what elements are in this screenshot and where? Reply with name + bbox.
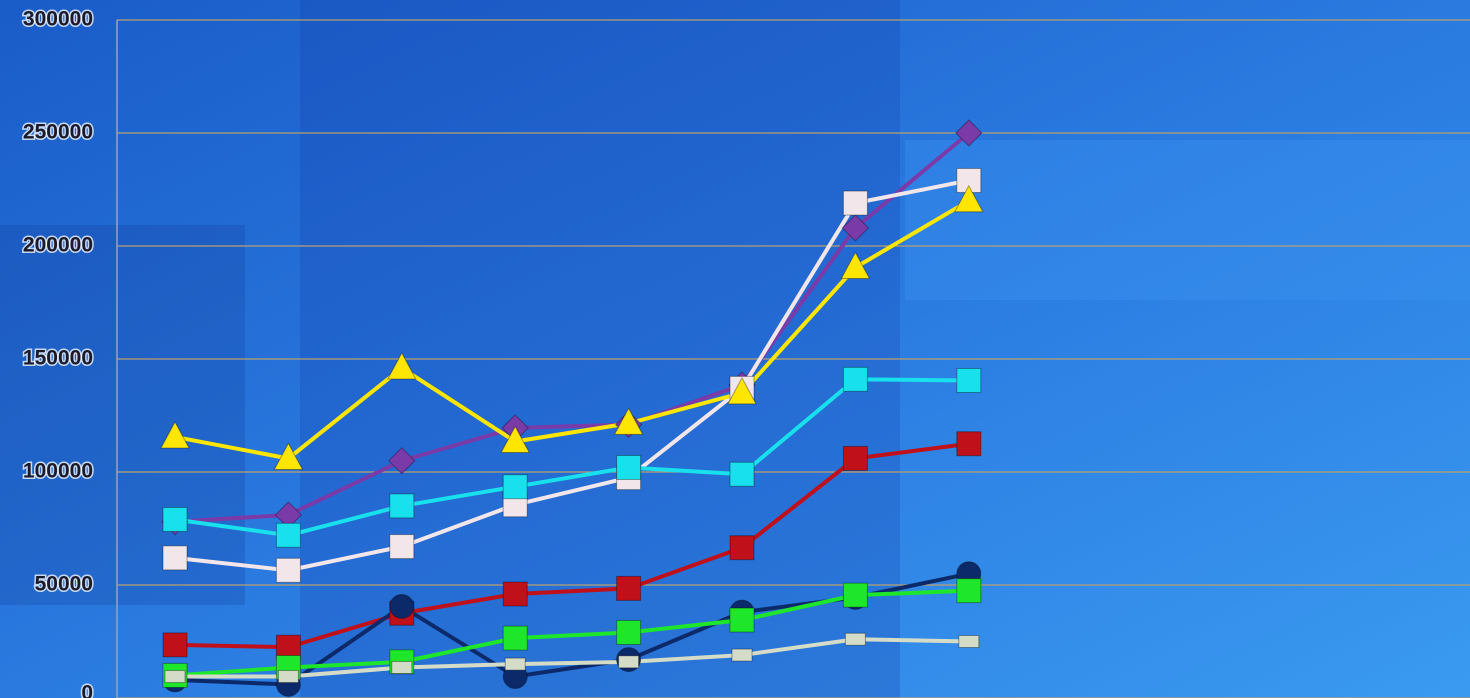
background-panel — [0, 225, 245, 605]
marker — [389, 593, 415, 619]
background-panel — [300, 0, 900, 698]
marker — [842, 582, 868, 608]
marker — [956, 431, 982, 457]
series-line — [174, 588, 969, 678]
marker — [840, 251, 871, 279]
marker — [729, 535, 755, 561]
marker — [616, 454, 642, 480]
marker — [502, 625, 528, 651]
y-tick-label: 100000 — [23, 460, 93, 483]
marker — [618, 655, 640, 669]
marker — [160, 420, 190, 449]
marker — [386, 351, 417, 380]
marker — [953, 184, 984, 213]
marker — [275, 634, 301, 660]
marker — [277, 670, 299, 684]
y-tick-label: 50000 — [35, 573, 93, 596]
y-tick-label: 200000 — [23, 234, 93, 257]
marker — [956, 367, 982, 393]
marker — [504, 657, 526, 671]
y-tick-label: 300000 — [23, 8, 93, 31]
y-tick-label: 250000 — [23, 121, 93, 144]
series-line — [174, 377, 969, 538]
marker — [164, 670, 186, 684]
marker — [844, 632, 866, 646]
marker — [613, 407, 644, 435]
marker — [388, 446, 416, 475]
marker — [162, 545, 188, 571]
background-panel — [905, 140, 1470, 300]
marker — [275, 557, 301, 583]
marker — [727, 376, 757, 405]
marker — [162, 632, 188, 658]
marker — [729, 607, 755, 633]
marker — [391, 660, 413, 674]
marker — [500, 425, 531, 453]
marker — [275, 522, 301, 548]
marker — [956, 578, 982, 604]
marker — [842, 366, 868, 392]
marker — [502, 474, 528, 500]
marker — [616, 575, 642, 601]
marker — [842, 445, 868, 471]
marker — [502, 581, 528, 607]
y-tick-label: 150000 — [23, 347, 93, 370]
marker — [729, 461, 755, 487]
y-tick-label: 0 — [81, 682, 93, 698]
marker — [273, 442, 304, 470]
marker — [389, 534, 415, 560]
marker — [842, 190, 868, 216]
marker — [731, 648, 753, 662]
marker — [958, 635, 980, 648]
marker — [162, 506, 188, 532]
marker — [955, 119, 983, 147]
series-line — [175, 637, 969, 679]
marker — [616, 619, 642, 645]
series-line — [174, 441, 970, 650]
series-line — [174, 199, 970, 461]
series-line — [174, 178, 970, 573]
series-line — [174, 131, 971, 524]
marker — [389, 493, 415, 519]
marker — [841, 214, 870, 242]
